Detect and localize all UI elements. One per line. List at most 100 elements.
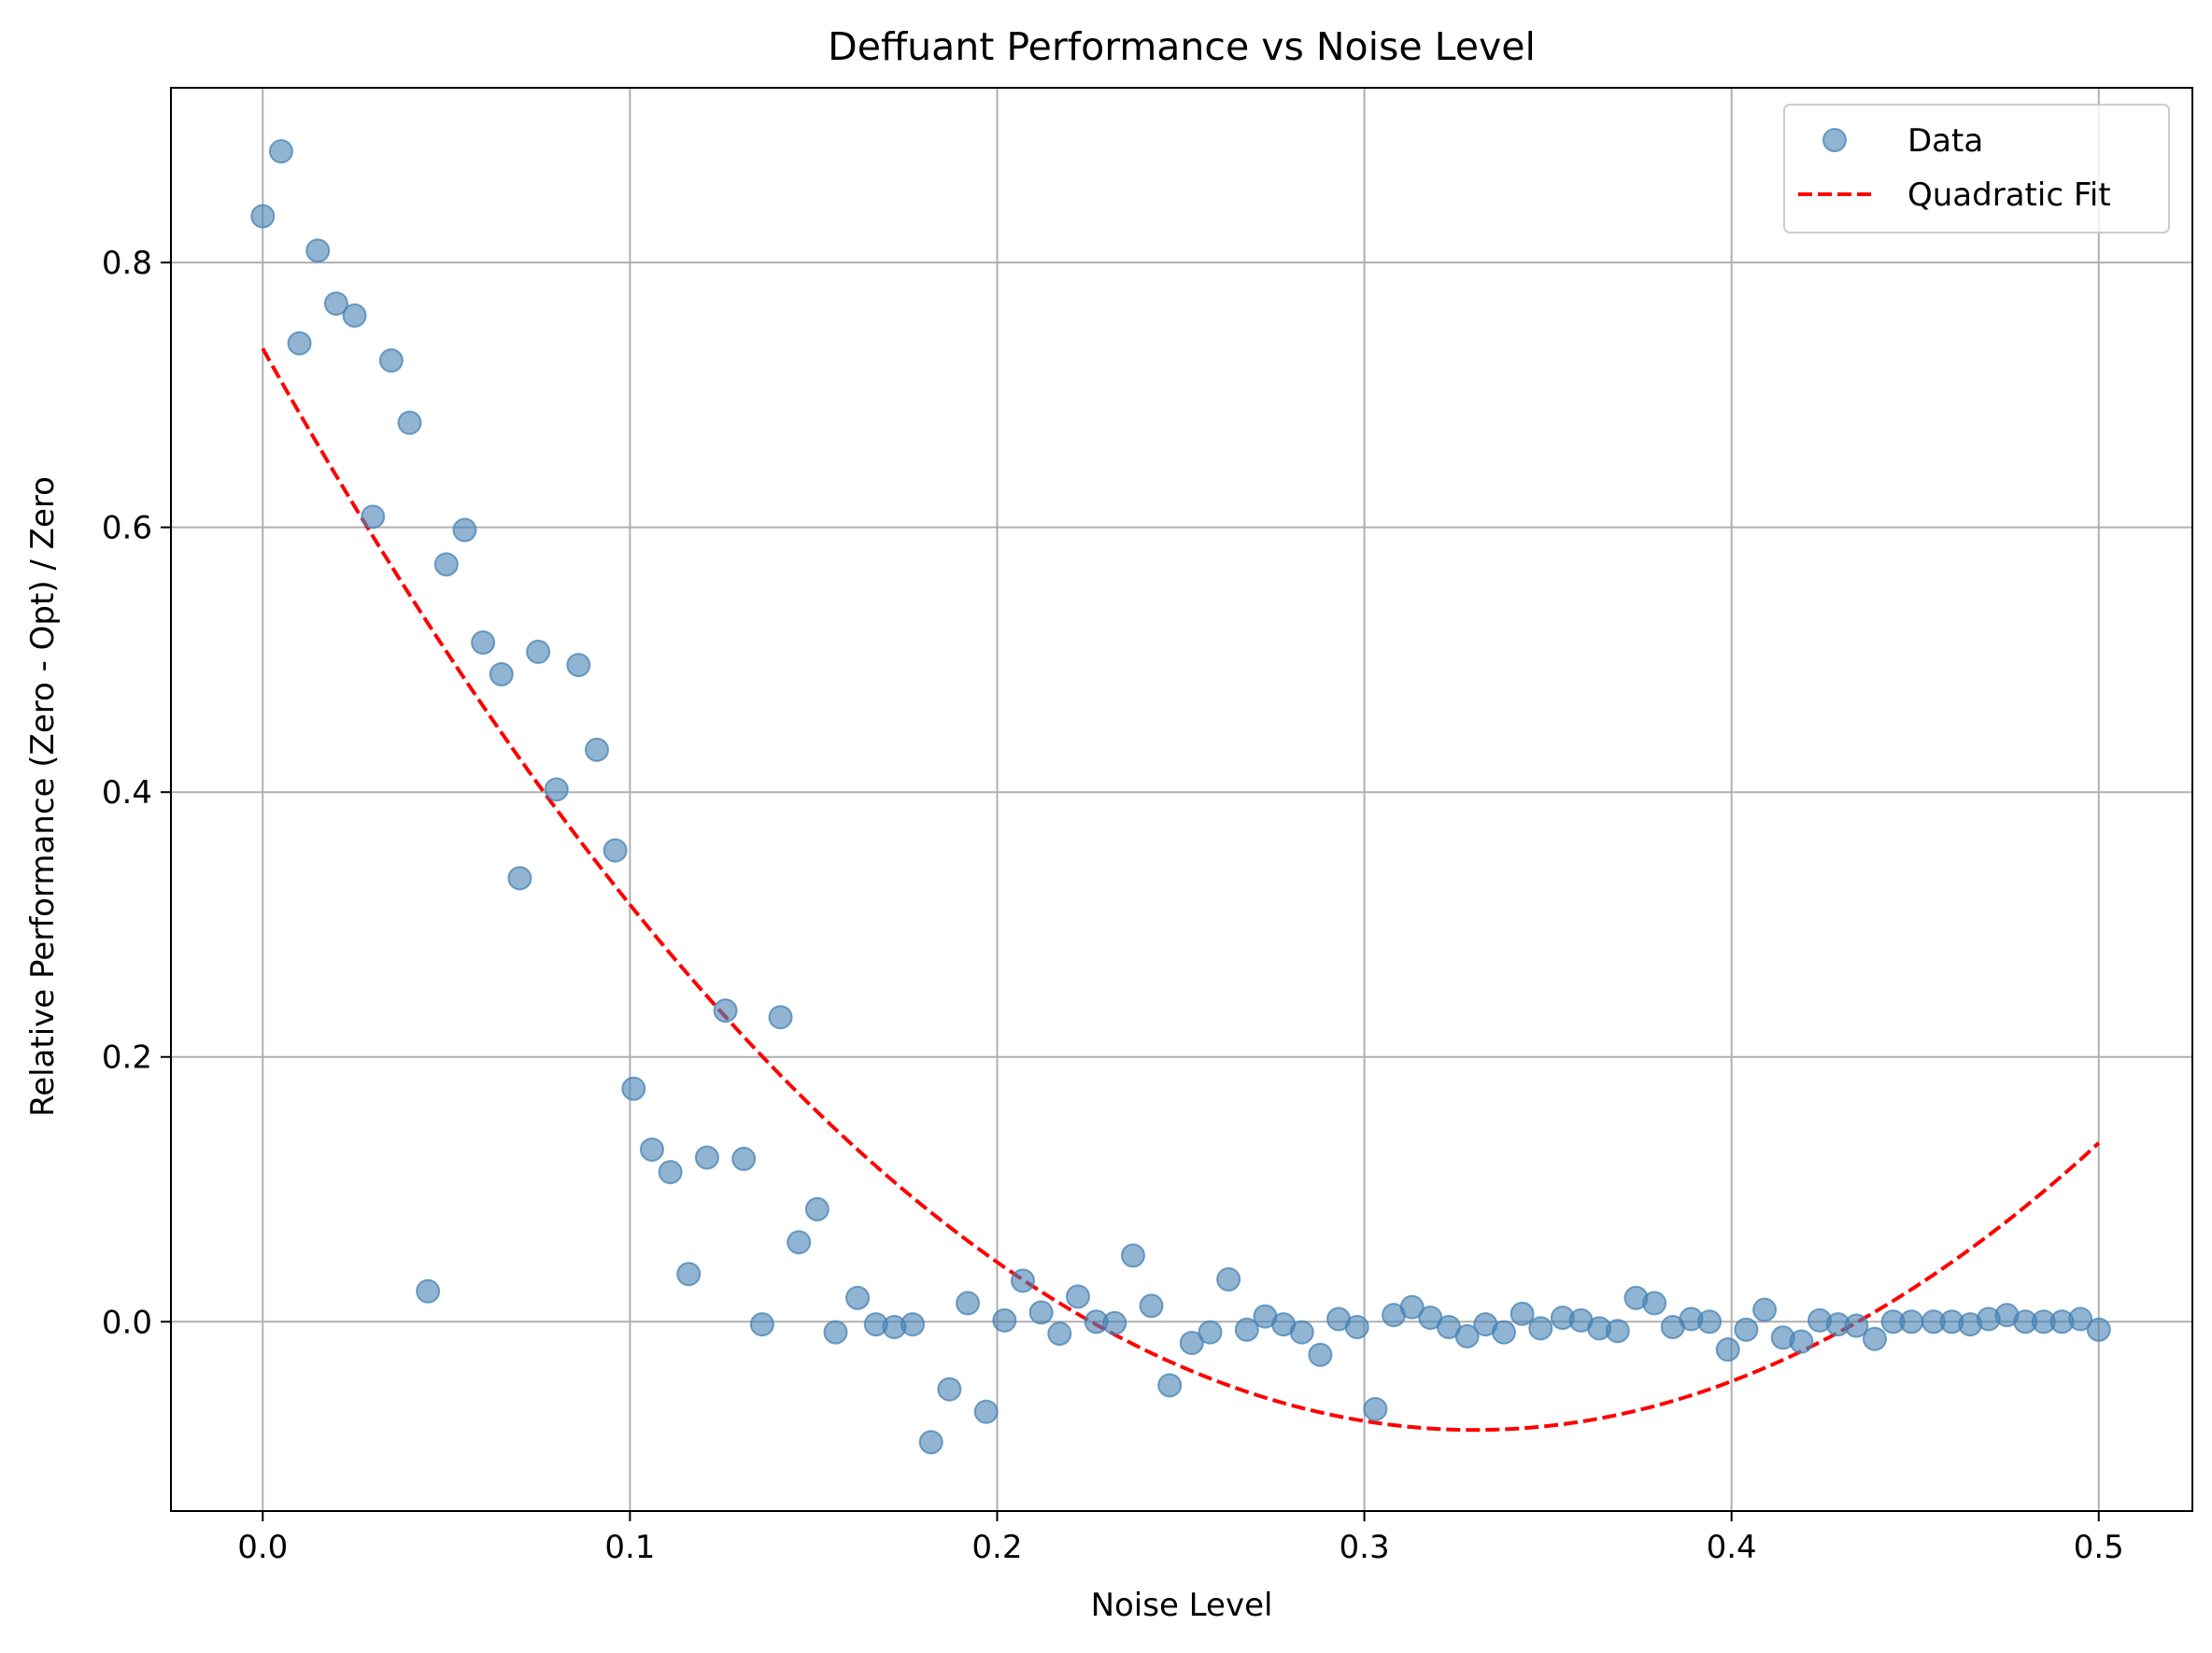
data-point — [1697, 1309, 1723, 1335]
data-point — [1289, 1320, 1314, 1345]
data-point — [804, 1196, 830, 1222]
x-tick-label: 0.0 — [237, 1529, 288, 1566]
data-point — [584, 737, 609, 762]
data-point — [1234, 1317, 1259, 1342]
data-point — [956, 1291, 981, 1316]
data-point — [1899, 1309, 1924, 1335]
legend: Data Quadratic Fit — [1783, 104, 2170, 233]
data-point — [918, 1430, 943, 1455]
data-point — [787, 1230, 812, 1255]
data-point — [1752, 1297, 1778, 1322]
data-point — [1862, 1326, 1887, 1351]
data-point — [1028, 1300, 1054, 1325]
legend-label-data: Data — [1907, 122, 1983, 160]
data-point — [1179, 1330, 1204, 1355]
y-tick-label: 0.8 — [102, 245, 152, 282]
quadratic-fit-line — [261, 347, 2101, 1433]
data-point — [416, 1279, 441, 1304]
data-point — [676, 1262, 702, 1287]
x-tick-label: 0.3 — [1340, 1529, 1390, 1566]
data-point — [566, 653, 591, 678]
data-point — [603, 838, 628, 863]
data-point — [287, 331, 312, 356]
data-point — [937, 1377, 962, 1402]
data-point — [973, 1399, 999, 1424]
data-point — [452, 517, 477, 543]
data-point — [1399, 1294, 1425, 1320]
legend-label-fit: Quadratic Fit — [1907, 177, 2111, 214]
data-point — [1528, 1316, 1553, 1341]
data-point — [992, 1307, 1017, 1333]
data-point — [489, 662, 514, 687]
data-point — [1363, 1396, 1388, 1421]
data-point — [361, 504, 386, 530]
x-tick-label: 0.2 — [971, 1529, 1022, 1566]
y-tick-label: 0.2 — [102, 1039, 152, 1077]
data-point — [544, 777, 569, 802]
data-point — [1216, 1266, 1241, 1292]
data-point — [526, 639, 551, 664]
data-point — [250, 204, 276, 229]
y-tick-label: 0.0 — [102, 1304, 152, 1341]
data-point — [471, 630, 496, 656]
data-point — [2086, 1317, 2111, 1342]
plot-frame — [170, 87, 2193, 1512]
data-point — [768, 1005, 793, 1030]
data-point — [1010, 1268, 1035, 1293]
data-points — [250, 139, 2111, 1455]
data-point — [621, 1076, 646, 1101]
data-point — [900, 1312, 926, 1337]
data-point — [731, 1146, 757, 1171]
data-point — [433, 552, 459, 577]
y-tick-label: 0.4 — [102, 774, 152, 812]
data-point — [713, 998, 738, 1024]
data-point — [1510, 1301, 1535, 1326]
data-point — [1120, 1243, 1145, 1268]
data-point — [1139, 1293, 1164, 1319]
data-point — [305, 238, 331, 263]
data-point — [1065, 1284, 1090, 1309]
chart-title: Deffuant Performance vs Noise Level — [828, 24, 1536, 69]
data-point — [1454, 1323, 1480, 1349]
data-point — [1605, 1319, 1630, 1344]
data-point — [694, 1145, 719, 1170]
fit-layer — [261, 347, 2101, 1433]
data-point — [397, 410, 422, 435]
data-point — [507, 866, 532, 891]
data-point — [823, 1320, 848, 1345]
data-point — [845, 1285, 871, 1310]
data-point — [268, 139, 293, 164]
data-point — [639, 1137, 664, 1162]
x-axis-label: Noise Level — [1091, 1587, 1273, 1624]
data-point — [749, 1312, 774, 1337]
data-point — [1102, 1310, 1127, 1335]
data-point — [378, 348, 404, 374]
data-point — [1642, 1291, 1667, 1316]
x-tick-label: 0.5 — [2074, 1529, 2124, 1566]
data-point — [2068, 1307, 2093, 1332]
grid-lines — [171, 88, 2192, 1511]
data-point — [342, 303, 367, 328]
data-point — [1789, 1329, 1814, 1354]
legend-box — [1783, 104, 2170, 233]
data-point — [1491, 1320, 1516, 1345]
data-point — [323, 291, 348, 317]
data-point — [658, 1160, 683, 1185]
data-point — [1198, 1320, 1223, 1345]
y-axis-label: Relative Performance (Zero - Opt) / Zero — [24, 476, 62, 1117]
data-point — [1734, 1317, 1759, 1342]
data-point — [1715, 1337, 1740, 1363]
data-point — [1308, 1342, 1333, 1367]
x-tick-label: 0.1 — [604, 1529, 655, 1566]
axis-ticks: 0.0 0.1 0.2 0.3 0.4 0.5 0.0 0.2 0.4 0.6 0.8 — [102, 245, 2124, 1566]
data-point — [1047, 1321, 1072, 1347]
legend-marker-data — [1822, 128, 1847, 152]
y-tick-label: 0.6 — [102, 510, 152, 547]
data-point — [1157, 1373, 1183, 1398]
data-point — [1344, 1314, 1369, 1339]
data-point — [1844, 1313, 1869, 1338]
x-tick-label: 0.4 — [1707, 1529, 1757, 1566]
